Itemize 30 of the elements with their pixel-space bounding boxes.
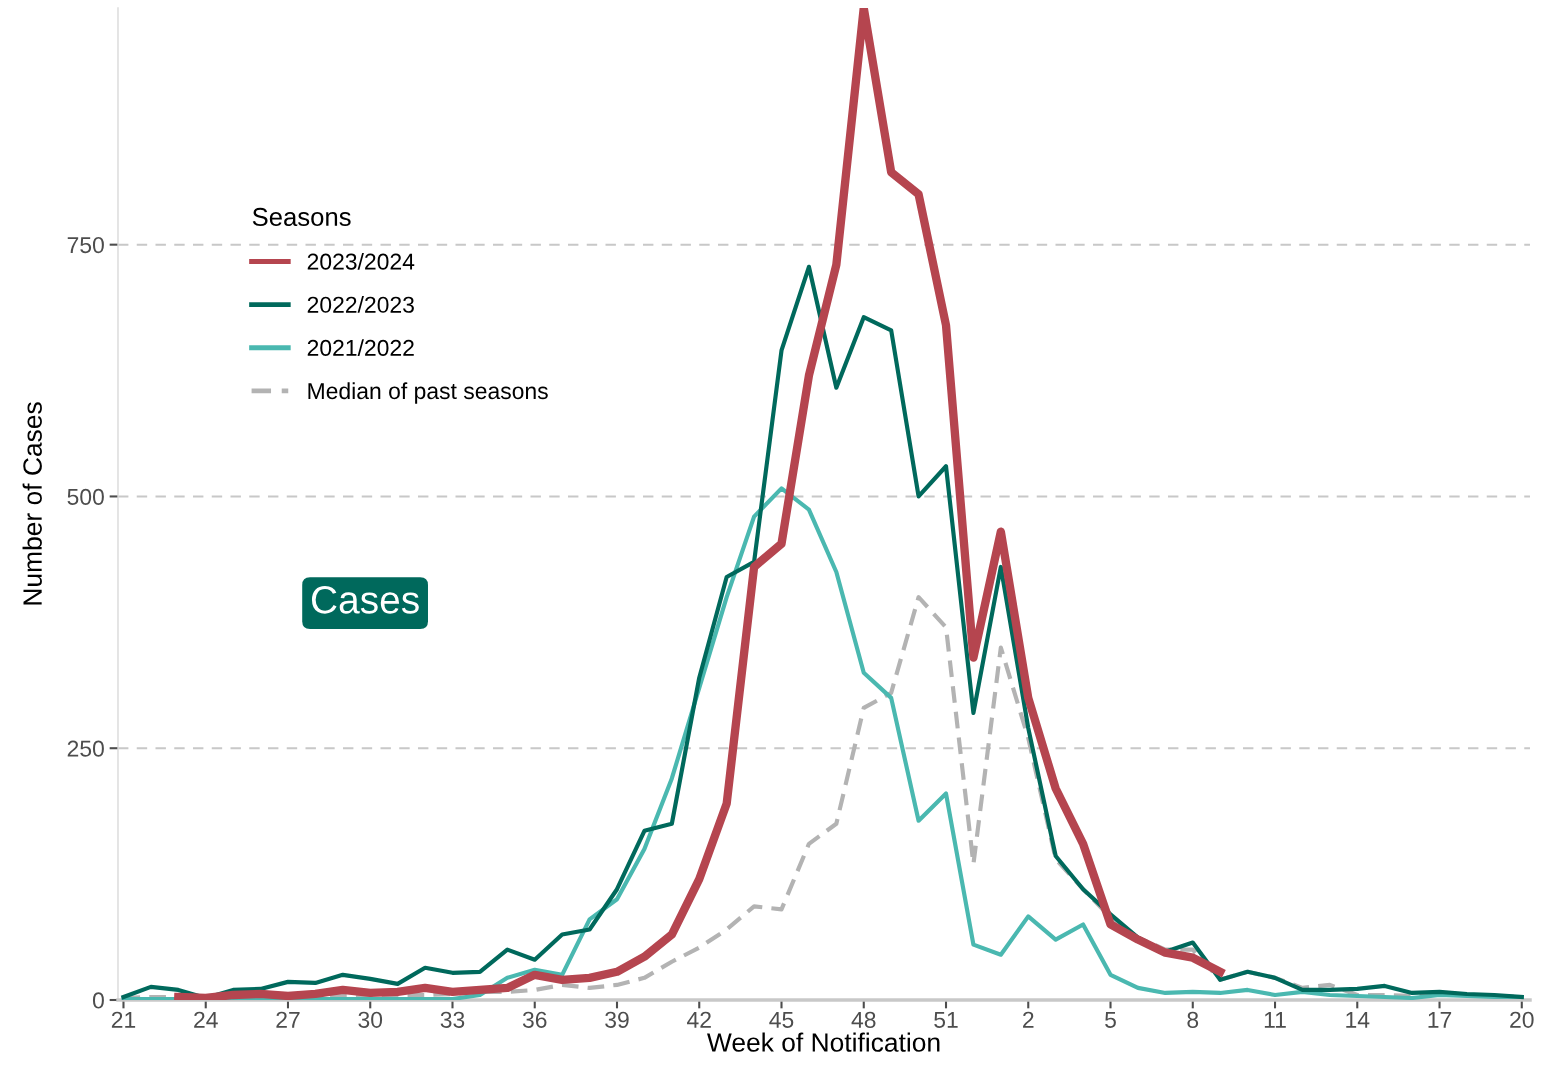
x-tick-label: 33 [440, 1011, 465, 1028]
x-tick-label: 20 [1510, 1011, 1534, 1028]
x-tick-label: 39 [605, 1011, 629, 1028]
x-tick-label: 42 [687, 1011, 711, 1028]
legend-label: 2021/2022 [307, 339, 414, 357]
legend-title: Seasons [252, 207, 351, 227]
x-tick-label: 48 [851, 1011, 876, 1028]
y-tick-label: 750 [67, 236, 104, 254]
x-tick-label: 21 [111, 1011, 136, 1028]
y-axis-title: Number of Cases [22, 402, 42, 605]
x-tick-label: 17 [1428, 1011, 1452, 1028]
legend-label: 2023/2024 [307, 252, 415, 270]
annotation: Cases [311, 586, 419, 614]
y-tick-label: 0 [92, 992, 104, 1009]
x-tick-label: 2 [1023, 1011, 1034, 1028]
legend-label: 2022/2023 [307, 296, 414, 313]
legend-label: Median of past seasons [308, 382, 548, 404]
x-tick-label: 5 [1105, 1011, 1116, 1028]
x-axis-title: Week of Notification [707, 1032, 940, 1052]
x-tick-label: 51 [934, 1011, 958, 1028]
y-tick-label: 250 [67, 740, 104, 757]
x-tick-label: 11 [1264, 1011, 1286, 1028]
x-tick-label: 30 [358, 1011, 383, 1028]
x-tick-label: 24 [194, 1011, 218, 1028]
x-tick-label: 45 [769, 1011, 794, 1028]
x-tick-label: 8 [1187, 1011, 1199, 1028]
y-tick-label: 500 [67, 488, 104, 505]
x-tick-label: 14 [1346, 1011, 1370, 1028]
x-tick-label: 36 [522, 1011, 547, 1028]
x-tick-label: 27 [276, 1011, 300, 1028]
